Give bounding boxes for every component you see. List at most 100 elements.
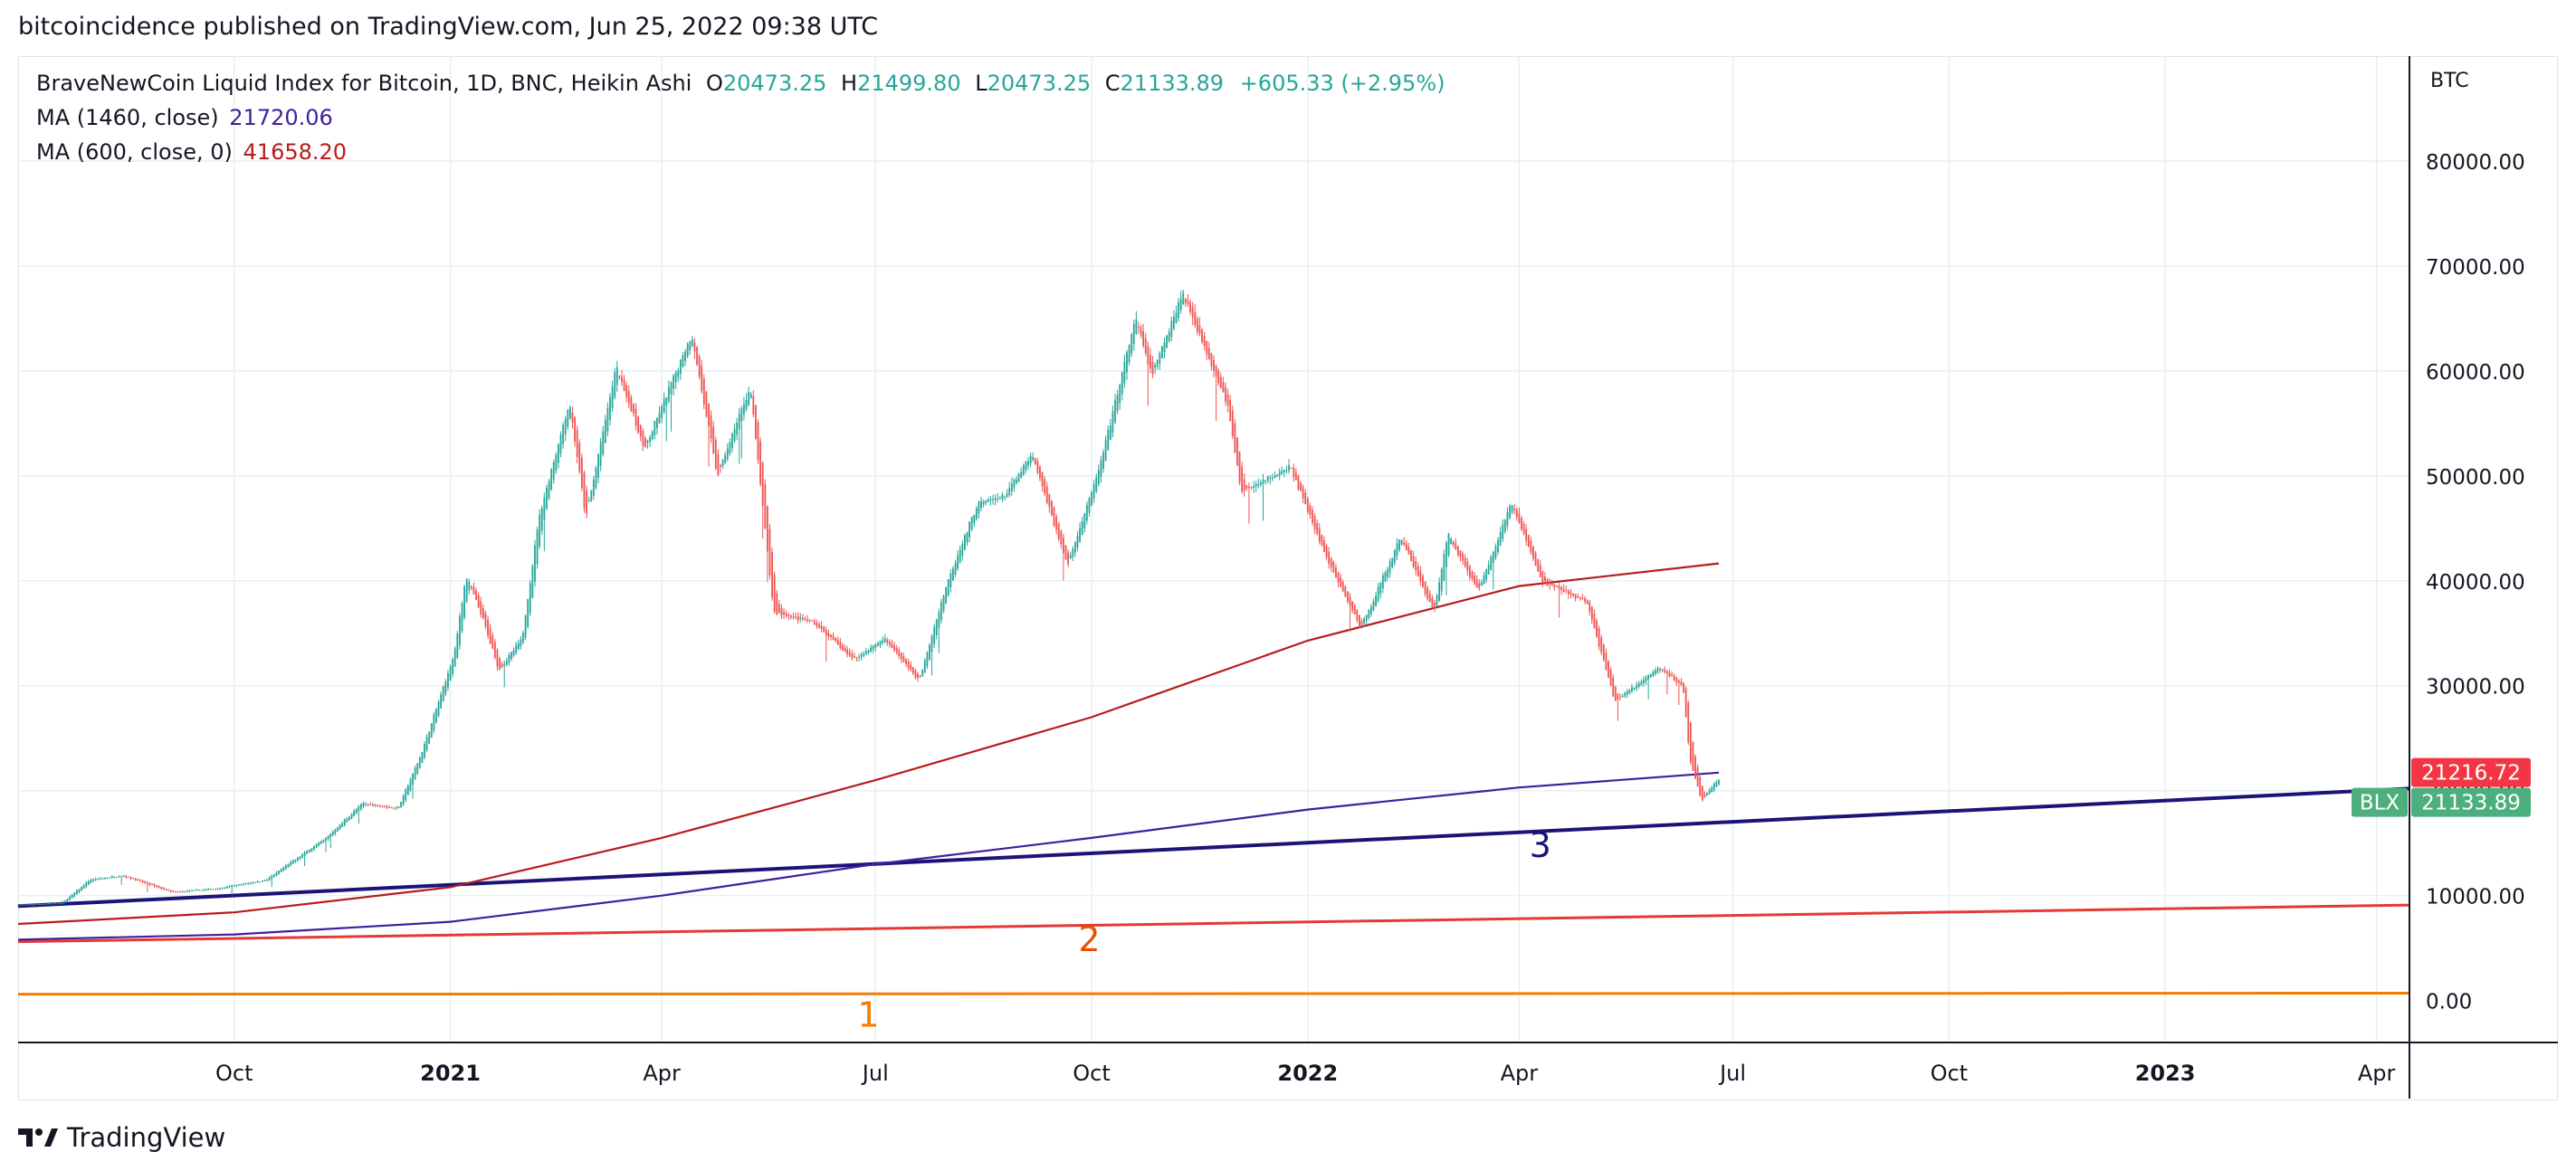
candle [120, 875, 123, 885]
candle [216, 888, 219, 890]
candle-body [895, 647, 898, 653]
candle [1562, 584, 1565, 594]
candle [527, 598, 530, 629]
candle-body [341, 823, 344, 827]
candle [71, 893, 73, 899]
candle-body [876, 643, 879, 646]
candle-body [639, 424, 642, 437]
candle [1072, 546, 1074, 562]
candle [1527, 534, 1530, 547]
candle-body [303, 852, 306, 856]
tradingview-logo[interactable]: TradingView [18, 1122, 225, 1153]
candle-body [1377, 586, 1379, 601]
candle [247, 881, 250, 885]
candle [1468, 564, 1471, 581]
candle-body [1497, 539, 1499, 552]
candle-body [35, 903, 38, 905]
candle-body [1553, 584, 1556, 587]
candle-body [153, 884, 156, 887]
candle-body [1363, 618, 1366, 624]
candle-body [994, 498, 997, 500]
candle-body [902, 656, 905, 662]
candle [487, 615, 489, 639]
candle-body [799, 617, 802, 619]
candle [296, 857, 299, 862]
candle-body [301, 853, 303, 858]
candle-body [910, 664, 912, 671]
candle-body [129, 877, 132, 880]
candle-body [1032, 457, 1035, 461]
candle-body [1718, 779, 1720, 785]
candle [539, 509, 541, 549]
candle [167, 889, 170, 891]
candle [1452, 540, 1455, 548]
candle [673, 374, 674, 396]
candle [1321, 534, 1323, 547]
candle-body [104, 877, 106, 879]
candle [1076, 531, 1079, 552]
candle [1459, 549, 1462, 562]
trendline-label-3: 3 [1530, 825, 1551, 865]
candle [1271, 473, 1274, 481]
candle-body [184, 891, 186, 893]
candle [975, 506, 978, 521]
candle [424, 741, 425, 760]
candle [1126, 349, 1128, 380]
candle-body [1313, 516, 1316, 529]
candle-body [568, 406, 571, 419]
candle-body [1530, 540, 1532, 553]
candle [1025, 460, 1027, 473]
candle-body [118, 876, 120, 878]
candle-body [1318, 528, 1321, 542]
candle-body [1358, 614, 1360, 627]
candle-body [1474, 575, 1475, 584]
candle-body [1271, 477, 1274, 479]
candle [795, 612, 797, 620]
candle [923, 658, 926, 673]
candle [1464, 554, 1466, 568]
candle-body [1264, 480, 1267, 482]
candle-body [43, 904, 45, 906]
candle-body [1715, 781, 1718, 787]
candle [1680, 678, 1683, 687]
candle [418, 756, 421, 769]
candle [1328, 547, 1331, 569]
candle [1091, 490, 1092, 507]
candle-body [1144, 338, 1147, 354]
candle [606, 402, 609, 436]
candle-body [606, 407, 609, 432]
candle-body [665, 397, 668, 406]
candle [367, 803, 369, 806]
candle-body [618, 376, 621, 378]
candle [66, 898, 69, 903]
candle [907, 658, 910, 671]
candle-body [22, 904, 24, 906]
candle-body [1347, 591, 1349, 602]
candle-body [630, 396, 633, 412]
candle [275, 871, 278, 877]
badge-layer: 21216.72 21133.89 BLX [2352, 757, 2531, 817]
candle-body [162, 888, 165, 890]
candle [580, 453, 583, 492]
candle-body [271, 875, 273, 880]
candle-body [1328, 551, 1331, 564]
candle [586, 485, 587, 519]
candle [266, 878, 269, 882]
candle-body [546, 488, 548, 509]
candle [1191, 301, 1194, 326]
candle-body [539, 514, 541, 547]
ma1460-legend[interactable]: MA (1460, close) 21720.06 [36, 105, 333, 130]
candle [848, 648, 851, 658]
candle-body [886, 640, 889, 643]
candle [73, 892, 76, 898]
candle [1655, 667, 1656, 676]
candle [508, 652, 510, 666]
candle [129, 876, 132, 881]
symbol-legend[interactable]: BraveNewCoin Liquid Index for Bitcoin, 1… [36, 71, 1445, 96]
candle-body [689, 341, 692, 351]
candle-body [634, 408, 637, 426]
candle [99, 877, 101, 881]
candle [825, 626, 827, 662]
ma600-legend[interactable]: MA (600, close, 0) 41658.20 [36, 139, 347, 165]
